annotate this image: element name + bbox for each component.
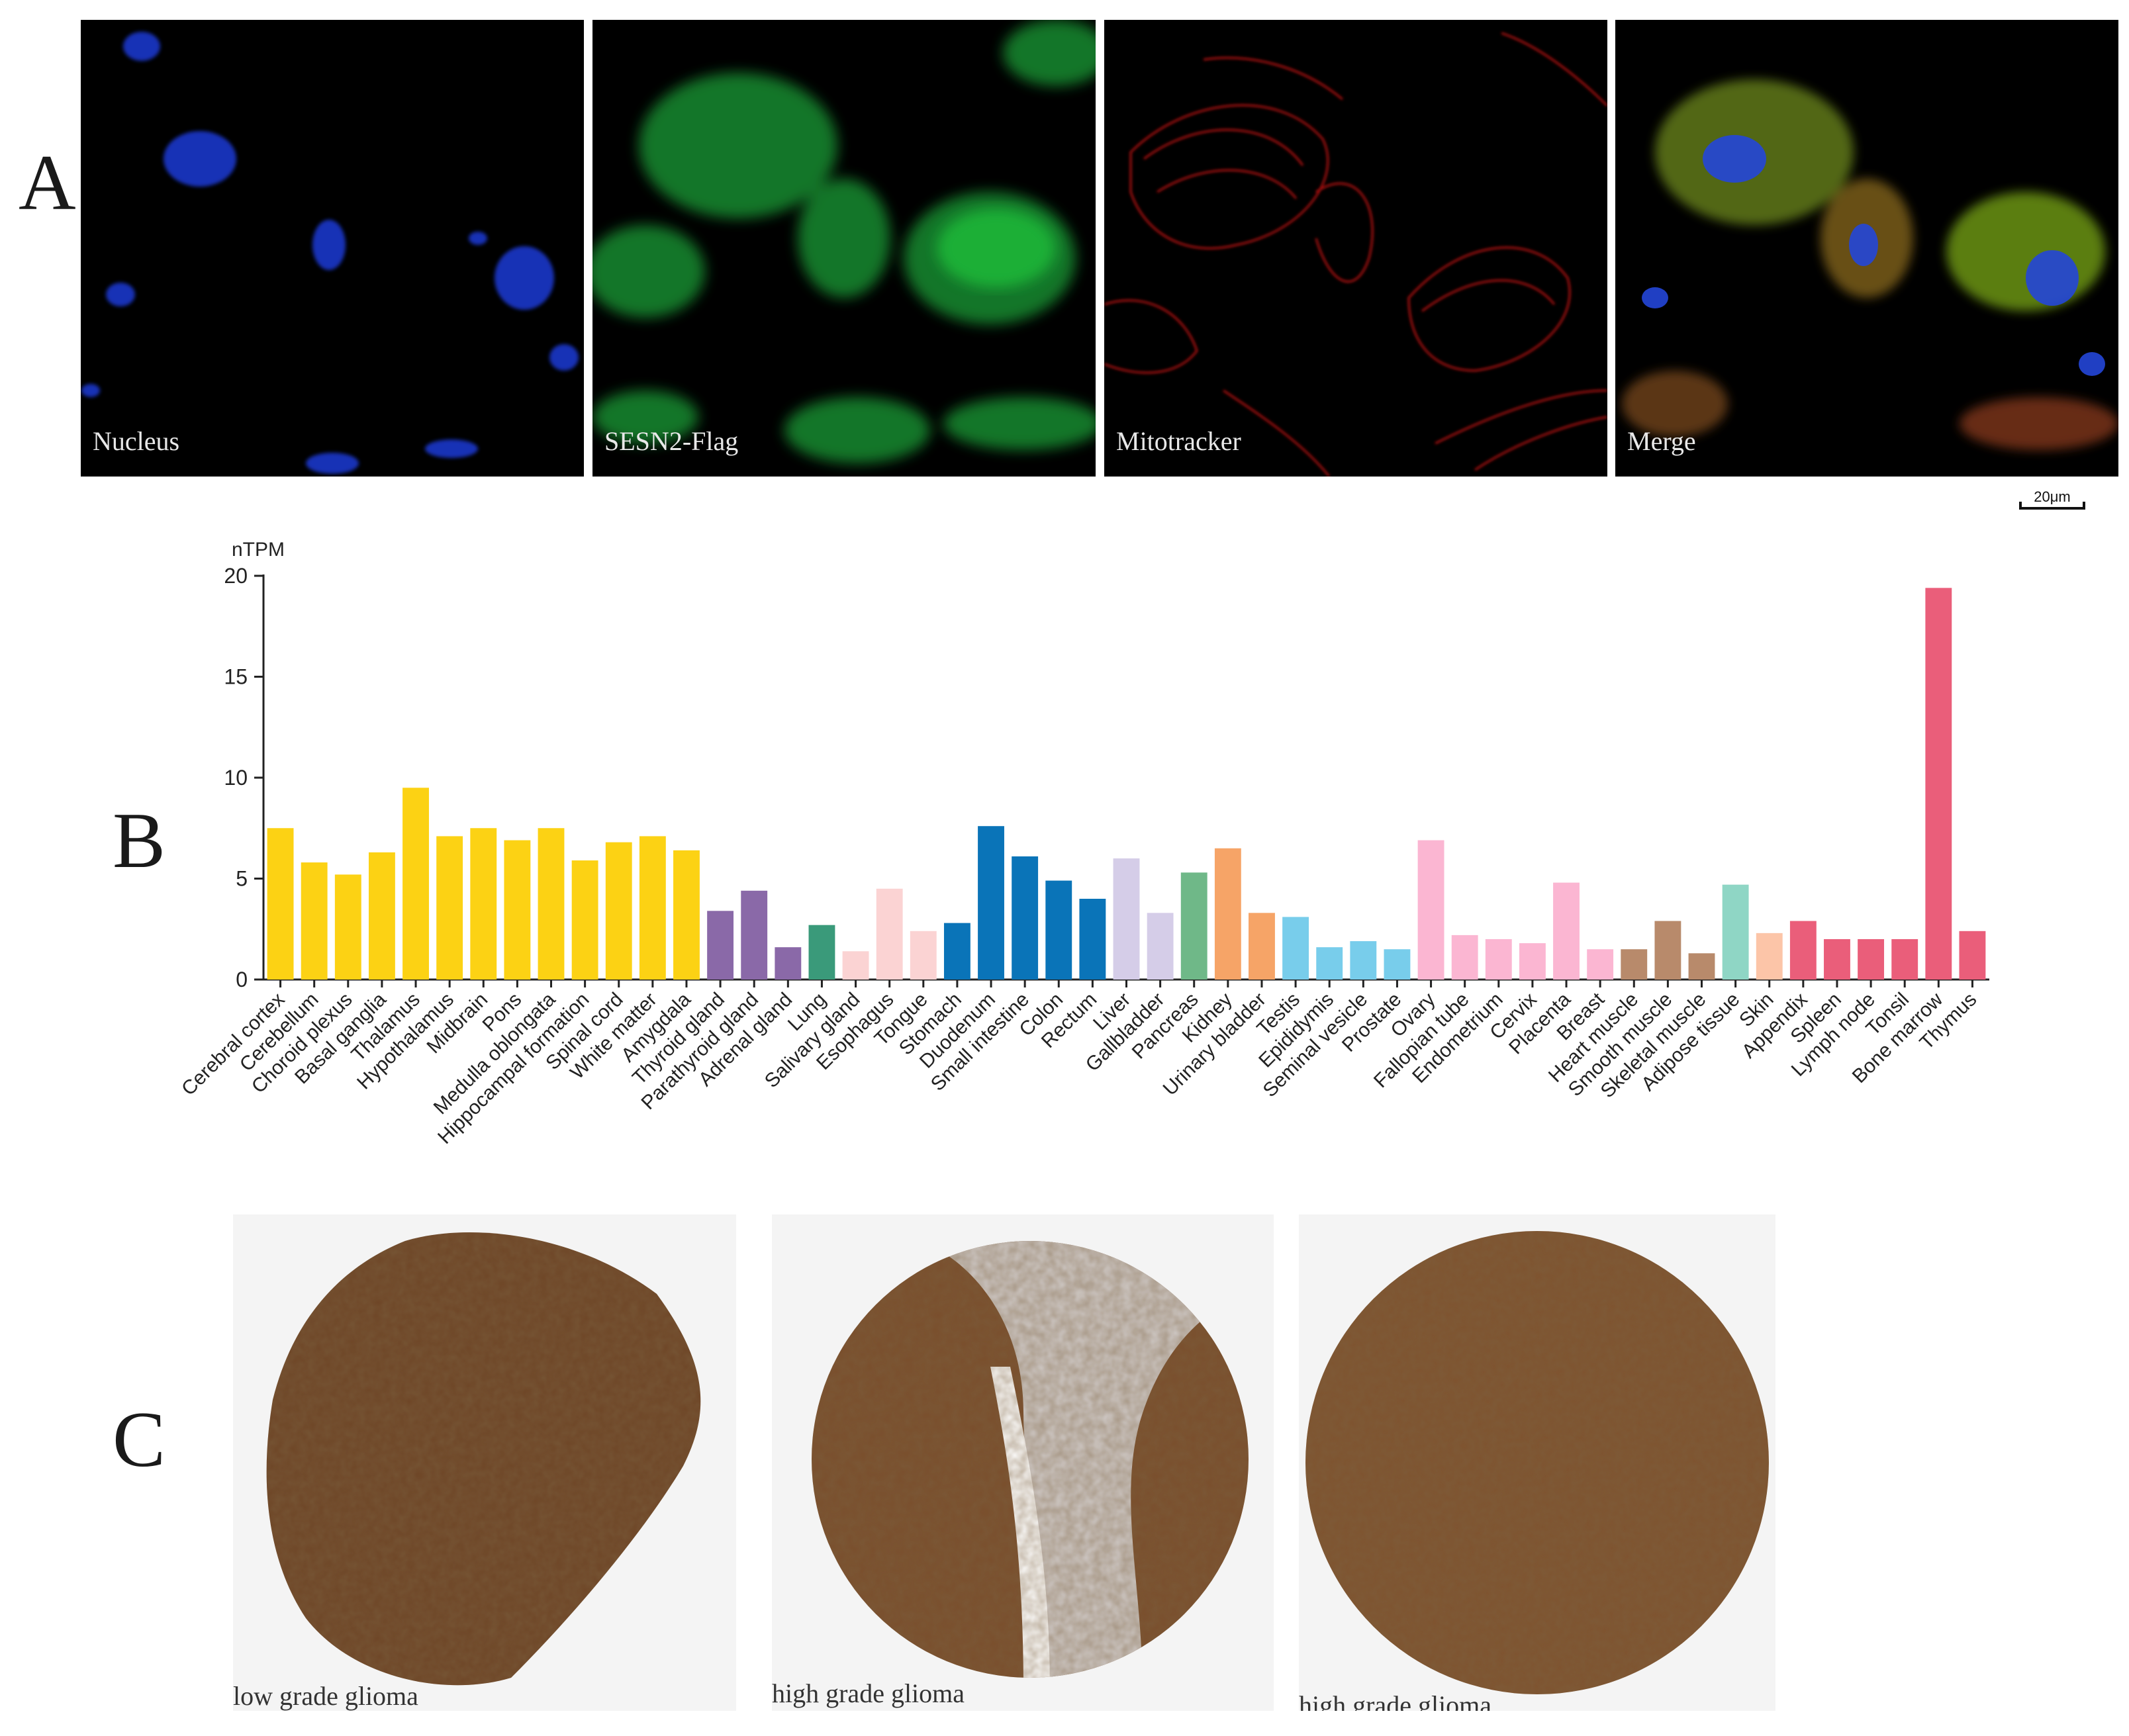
bar [436,836,463,980]
microscopy-label: Mitotracker [1116,426,1241,456]
scale-bar-tick [2083,502,2085,510]
bar [1553,882,1580,980]
y-tick-label: 0 [236,968,248,991]
bar [1350,941,1377,980]
bar [943,923,970,980]
bar [1384,949,1411,980]
bar [1587,949,1614,980]
bar [301,862,328,980]
ihc-core-3: high grade glioma [1299,1214,1775,1711]
bar [707,911,734,980]
scale-bar-line [2019,507,2085,510]
scale-bar: 20μm [2019,488,2085,510]
bar [571,860,598,980]
bar [1147,913,1174,980]
ihc-core-1: low grade glioma [233,1214,736,1711]
bar [402,788,429,980]
bar [1959,931,1986,980]
bar [1824,939,1850,980]
bar [470,828,497,980]
tissue-core-image [1305,1231,1769,1694]
bar [1756,933,1783,980]
bar [808,925,835,980]
bar [605,842,632,980]
tissue-core-image [812,1241,1249,1678]
microscopy-label: SESN2-Flag [604,426,739,456]
bar [538,828,565,980]
y-axis-label: nTPM [232,539,285,561]
bar [1451,935,1478,980]
bar [1688,953,1715,980]
microscopy-sesn2: SESN2-Flag [592,20,1096,477]
bar [1249,913,1275,980]
bar [1417,840,1444,980]
nucleus-image [81,32,579,474]
bar [1282,917,1309,980]
bar [1621,949,1648,980]
bar-chart: nTPM 0 5 10 15 20 Cerebral cortexCerebellumC… [177,539,1989,1148]
y-tick-label: 20 [224,564,248,588]
bar [1519,943,1546,980]
bar [1180,872,1207,980]
bar [978,826,1004,980]
bar [842,951,869,980]
sesn2-image [592,20,1096,463]
scale-bar-label: 20μm [2034,488,2071,505]
chart-bars [267,588,1986,980]
microscopy-label: Nucleus [93,426,180,456]
bar [1316,947,1343,980]
panel-letter-c: C [113,1395,166,1483]
y-tick-label: 15 [224,665,248,689]
ihc-core-2: high grade glioma [772,1214,1274,1711]
y-tick-label: 10 [224,766,248,790]
bar [1858,939,1885,980]
bar [1722,884,1749,980]
bar [267,828,294,980]
bar [1045,880,1072,980]
bar [334,874,361,980]
microscopy-mitotracker: Mitotracker [1104,20,1607,477]
ihc-label: high grade glioma [772,1678,965,1708]
bar [1079,899,1106,980]
bar [876,888,903,980]
bar [673,850,700,980]
panel-letter-a: A [19,138,76,226]
bar [1012,856,1039,980]
bar [1925,588,1952,980]
bar [1891,939,1918,980]
bar [1485,939,1512,980]
microscopy-nucleus: Nucleus [81,20,584,477]
ihc-label: high grade glioma [1299,1690,1492,1711]
bar [741,890,768,980]
bar [639,836,666,980]
scale-bar-tick [2019,502,2022,510]
bar [504,840,531,980]
merge-image [1622,79,2118,450]
bar [1789,921,1817,980]
y-tick-label: 5 [236,867,248,891]
microscopy-merge: Merge [1615,20,2118,477]
bar [1214,848,1241,980]
panel-letter-b: B [113,796,166,884]
tissue-core-image [266,1232,701,1686]
ihc-label: low grade glioma [233,1681,418,1711]
bar [1113,858,1140,980]
bar [775,947,802,980]
mitotracker-image [1104,32,1607,477]
microscopy-label: Merge [1627,426,1696,456]
bar [368,852,395,980]
bar [1654,921,1681,980]
bar [910,931,937,980]
